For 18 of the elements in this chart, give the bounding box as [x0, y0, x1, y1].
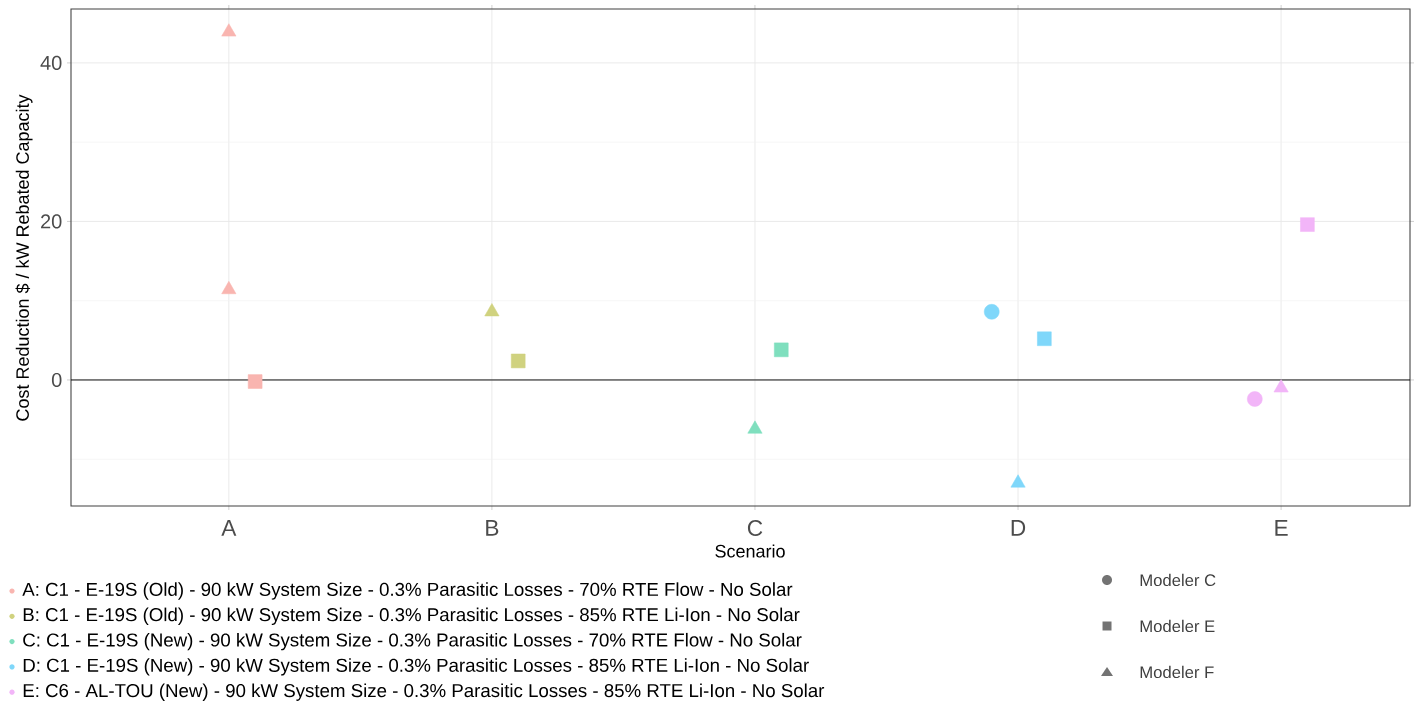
text: A: C1 - E-19S (Old) - 90 kW System Size - 0.3% Parasitic Losses - 70% RTE Flow - No Solar: [22, 582, 793, 600]
x-tick-label: A: [221, 520, 237, 536]
x-tick-label: C: [747, 520, 763, 537]
text: B: C1 - E-19S (Old) - 90 kW System Size - 0.3% Parasitic Losses - 85% RTE Li-Ion - No Solar: [23, 607, 800, 625]
y-tick-label: 0: [51, 372, 62, 388]
y-tick-label: 40: [40, 55, 62, 70]
x-tick-label: B: [486, 520, 499, 536]
text: Modeler C: [1140, 573, 1216, 587]
text: Modeler F: [1140, 665, 1214, 679]
text: Modeler E: [1140, 619, 1215, 633]
y-tick-label: 20: [41, 214, 62, 229]
x-tick-label: E: [1275, 520, 1288, 536]
x-tick-label: D: [1011, 520, 1026, 536]
y-axis-title: Cost Reduction $ / kW Rebated Capacity: [15, 94, 33, 421]
text: E: C6 - AL-TOU (New) - 90 kW System Size - 0.3% Parasitic Losses - 85% RTE Li-Ion - No Solar: [23, 683, 825, 701]
text: C: C1 - E-19S (New) - 90 kW System Size - 0.3% Parasitic Losses - 70% RTE Flow - No Solar: [23, 632, 802, 651]
text: D: C1 - E-19S (New) - 90 kW System Size - 0.3% Parasitic Losses - 85% RTE Li-Ion - No Solar: [23, 658, 809, 676]
x-axis-title: Scenario: [715, 544, 785, 558]
